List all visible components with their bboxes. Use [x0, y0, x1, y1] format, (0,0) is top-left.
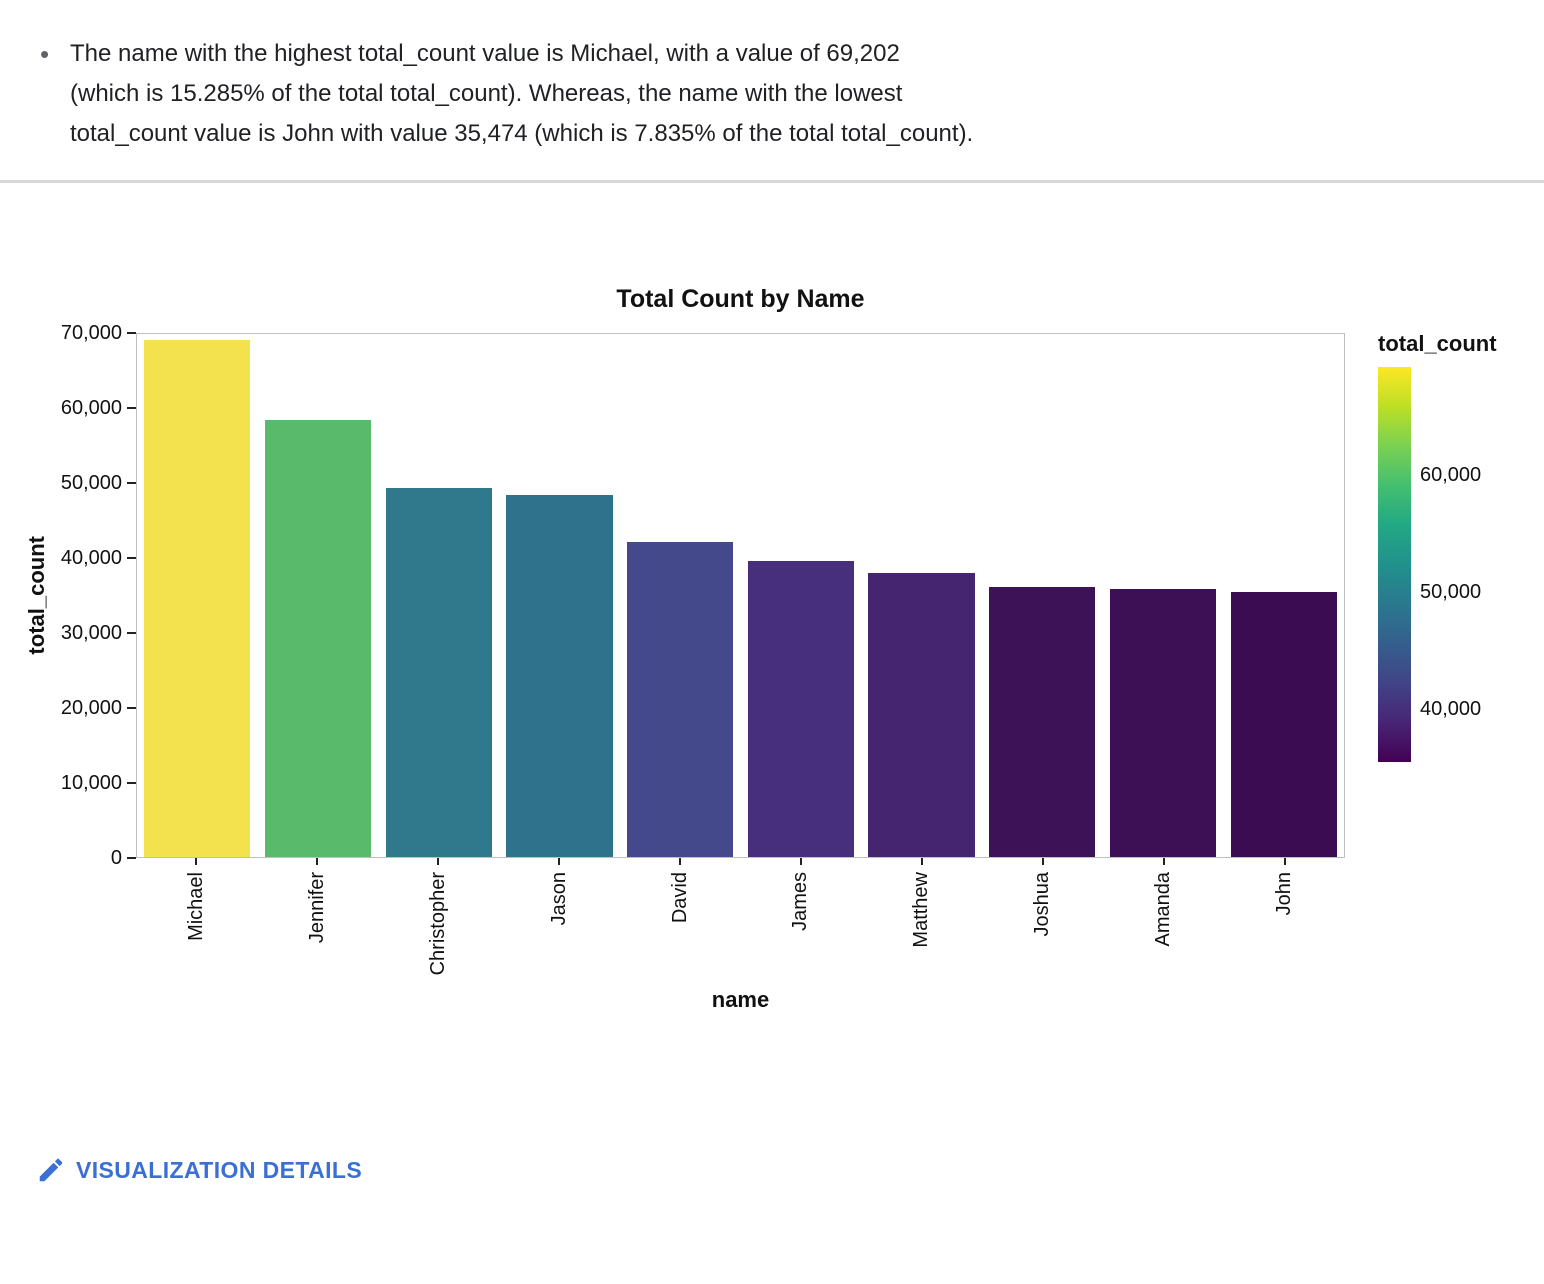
x-label-slot: James — [741, 872, 862, 1040]
y-tick-mark — [127, 407, 136, 409]
bullet-marker: • — [40, 39, 50, 69]
y-tick-label: 0 — [110, 847, 122, 869]
bar-christopher — [385, 487, 492, 857]
x-labels: Michael Jennifer Christopher Jason David Jame… — [136, 872, 1345, 1040]
bar-slot — [258, 334, 379, 857]
x-label-slot: Michael — [136, 872, 257, 1040]
bar-matthew — [868, 573, 975, 857]
bars — [137, 334, 1344, 857]
bar-michael — [144, 339, 251, 857]
x-label-slot: Jennifer — [257, 872, 378, 1040]
y-tick-mark — [127, 632, 136, 634]
y-tick-label: 60,000 — [60, 397, 122, 419]
y-tick-label: 30,000 — [60, 622, 122, 644]
bar-slot — [137, 334, 258, 857]
x-tick-label: Jason — [547, 872, 570, 926]
y-tick-mark — [127, 782, 136, 784]
insight-section: • The name with the highest total_count … — [0, 0, 1544, 180]
pencil-icon[interactable] — [36, 1155, 66, 1185]
legend-title: total_count — [1378, 331, 1497, 356]
x-tick-mark — [920, 858, 923, 865]
x-tick-label: Jennifer — [305, 872, 328, 944]
y-tick-label: 50,000 — [60, 472, 122, 494]
x-tick-label: Joshua — [1031, 872, 1054, 937]
bar-slot — [499, 334, 620, 857]
chart-wrapper: Total Count by Name total_count 0 10,000 2… — [0, 275, 1544, 1035]
x-tick-label: John — [1273, 872, 1296, 916]
y-tick-label: 40,000 — [60, 547, 122, 569]
x-tick-mark — [437, 858, 440, 865]
x-label-slot: Jason — [499, 872, 620, 1040]
x-tick-mark — [1041, 858, 1044, 865]
x-label-slot: David — [620, 872, 741, 1040]
chart-title: Total Count by Name — [616, 285, 865, 313]
x-label-slot: Matthew — [861, 872, 982, 1040]
y-tick-mark — [127, 557, 136, 559]
plot-area — [136, 333, 1345, 858]
visualization-details-link[interactable]: VISUALIZATION DETAILS — [76, 1156, 363, 1183]
y-tick-label: 70,000 — [60, 322, 122, 344]
x-tick-label: David — [668, 872, 691, 924]
x-tick-label: Matthew — [910, 872, 933, 948]
x-tick-mark — [799, 858, 802, 865]
legend-tick-label: 60,000 — [1420, 463, 1482, 486]
footer: VISUALIZATION DETAILS — [0, 1155, 1544, 1185]
bar-joshua — [989, 587, 1096, 857]
y-tick-label: 20,000 — [60, 697, 122, 719]
bar-james — [747, 561, 854, 857]
bar-slot — [1223, 334, 1344, 857]
bar-john — [1230, 591, 1337, 857]
x-axis-title: name — [711, 987, 770, 1012]
bar-slot — [1103, 334, 1224, 857]
legend-tick-label: 50,000 — [1420, 580, 1482, 603]
x-tick-mark — [316, 858, 319, 865]
bar-jason — [506, 495, 613, 857]
bar-slot — [378, 334, 499, 857]
x-tick-mark — [1283, 858, 1286, 865]
y-tick-label: 10,000 — [60, 772, 122, 794]
colorbar-gradient — [1378, 367, 1411, 762]
y-tick-mark — [127, 332, 136, 334]
bar-slot — [861, 334, 982, 857]
x-tick-label: James — [789, 872, 812, 931]
bar-amanda — [1109, 588, 1217, 857]
x-label-slot: Joshua — [982, 872, 1103, 1040]
bar-slot — [620, 334, 741, 857]
insight-text: The name with the highest total_count va… — [70, 40, 974, 147]
section-divider — [0, 180, 1544, 183]
x-tick-label: Amanda — [1152, 872, 1175, 947]
bar-slot — [741, 334, 862, 857]
legend-tick-label: 40,000 — [1420, 697, 1482, 720]
bar-david — [627, 542, 734, 857]
y-tick-mark — [127, 707, 136, 709]
x-tick-label: Christopher — [426, 872, 449, 976]
x-tick-mark — [195, 858, 198, 865]
x-tick-mark — [558, 858, 561, 865]
x-tick-label: Michael — [184, 872, 207, 941]
y-tick-mark — [127, 482, 136, 484]
bar-jennifer — [264, 419, 372, 857]
x-label-slot: John — [1224, 872, 1345, 1040]
x-tick-mark — [1162, 858, 1165, 865]
x-label-slot: Amanda — [1103, 872, 1224, 1040]
x-label-slot: Christopher — [378, 872, 499, 1040]
y-tick-mark — [127, 857, 136, 859]
bar-slot — [982, 334, 1103, 857]
x-tick-mark — [679, 858, 682, 865]
